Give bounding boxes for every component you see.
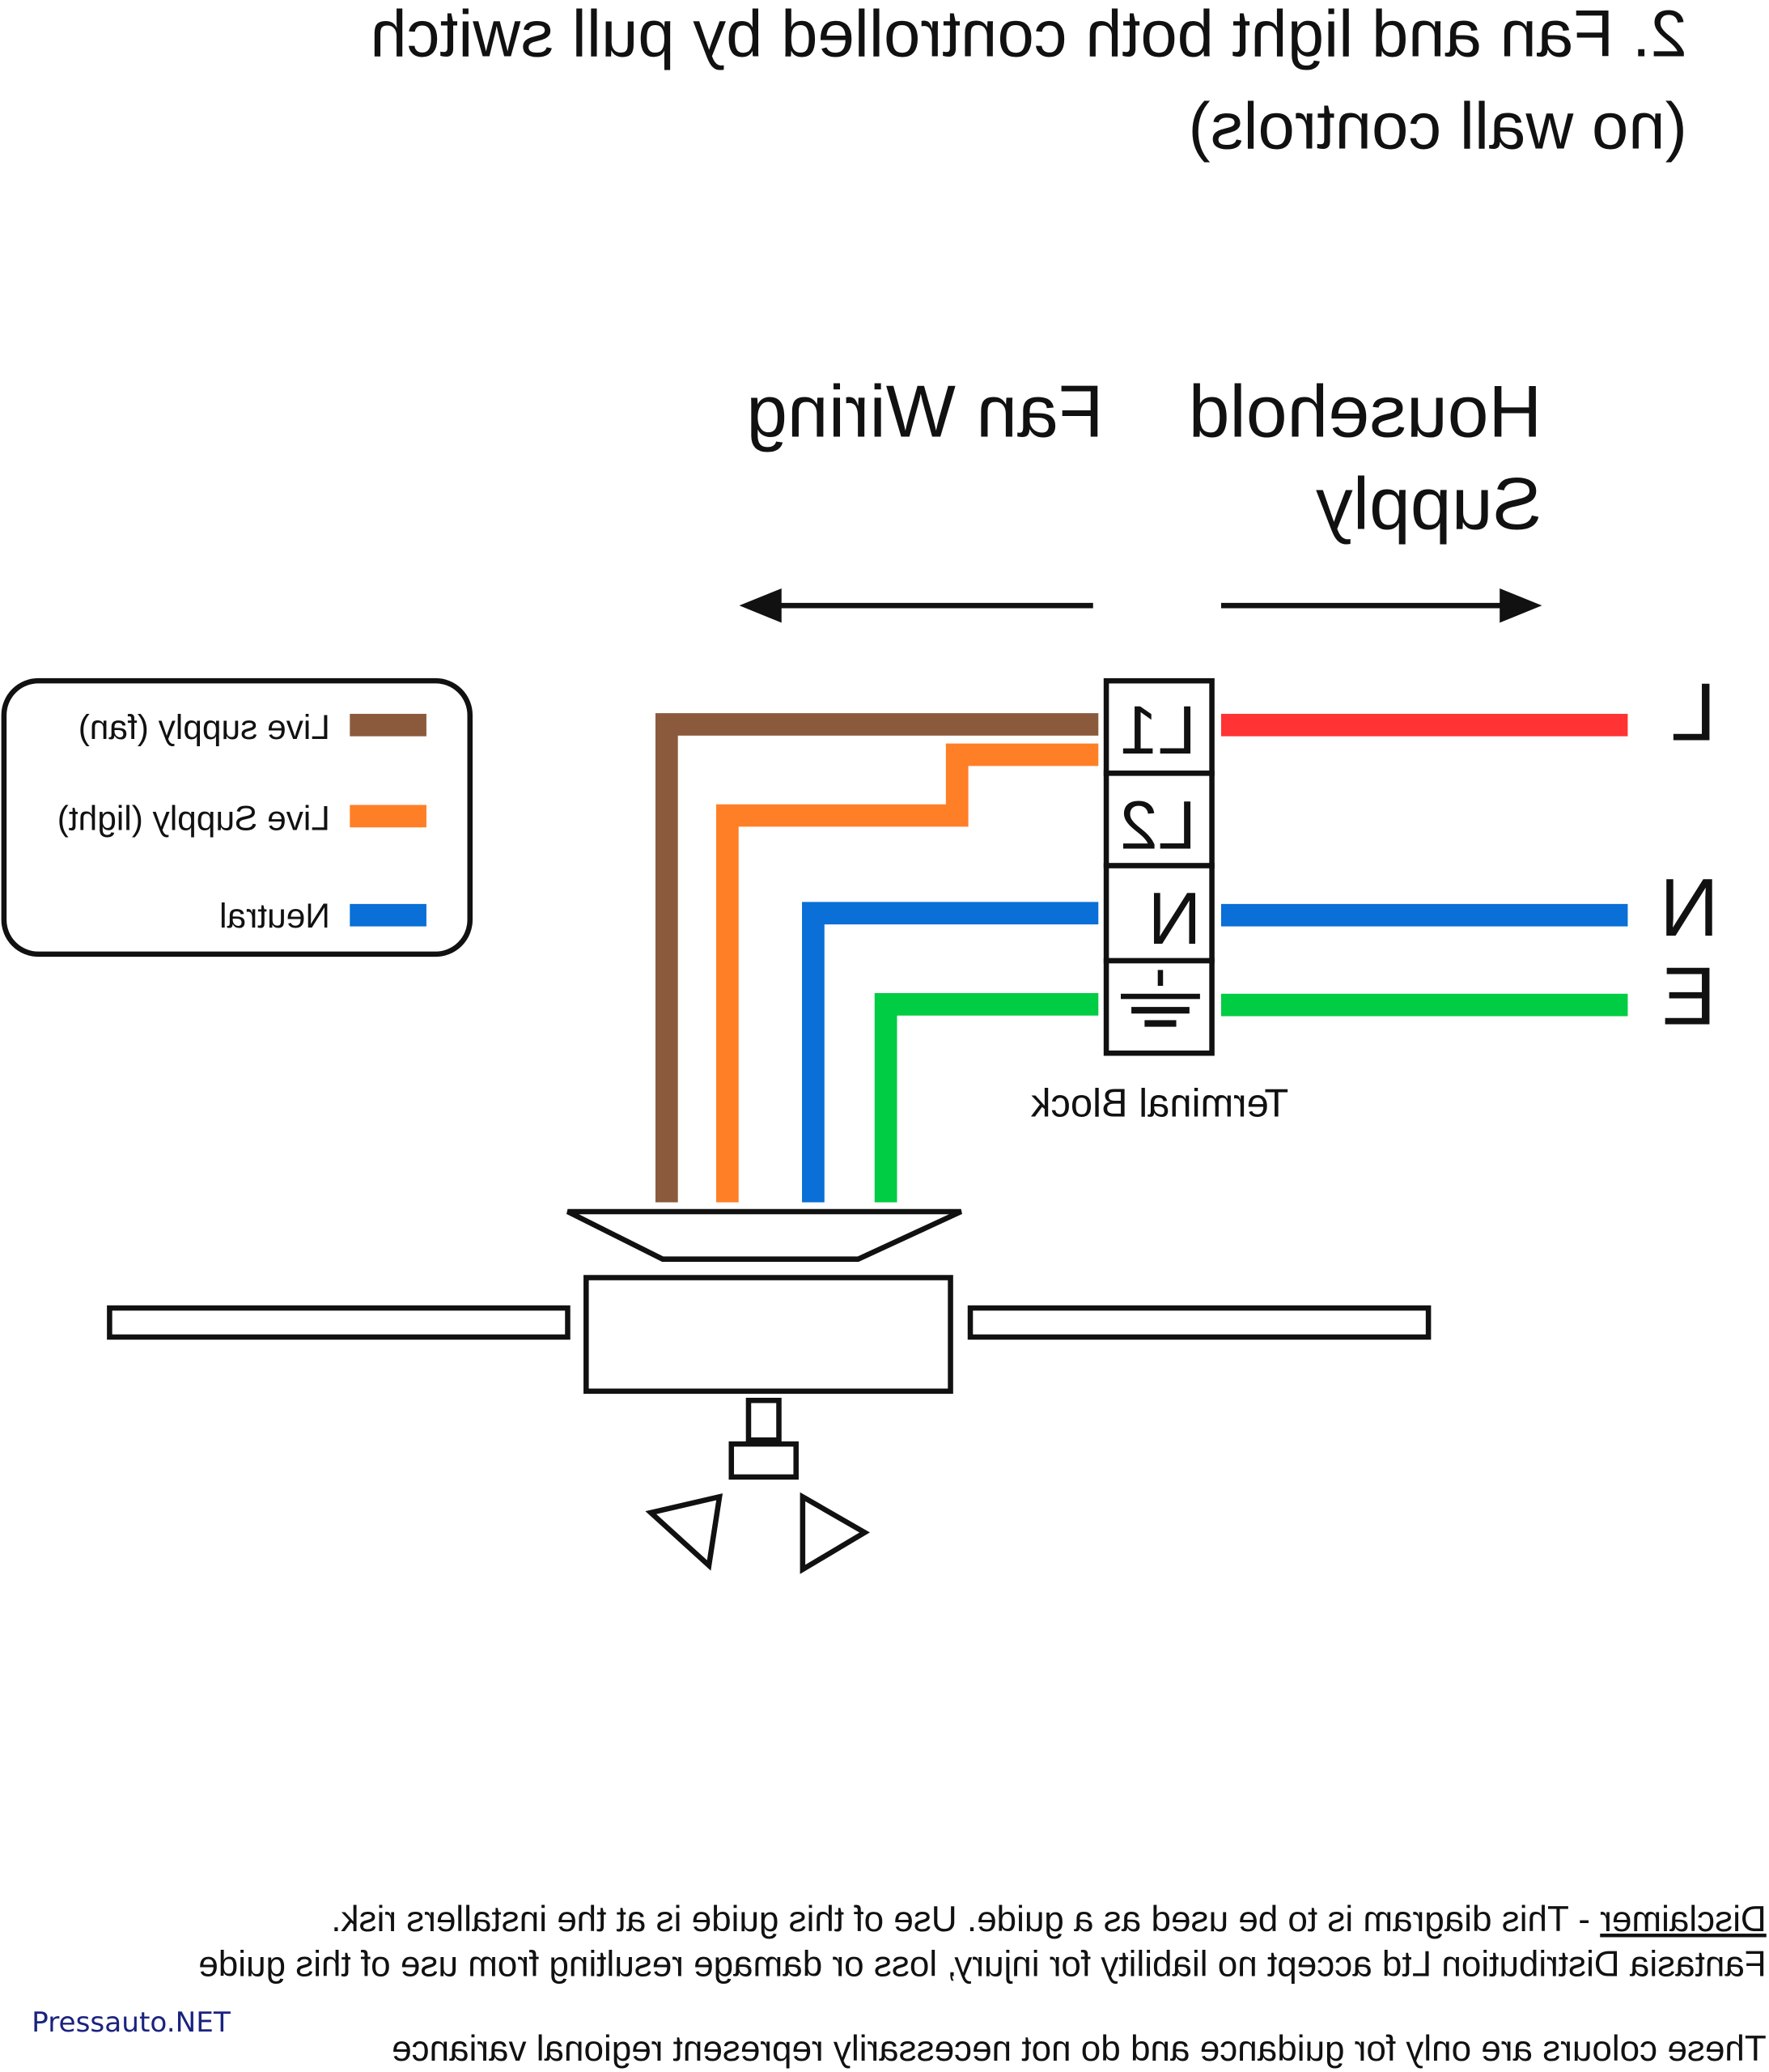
- terminal-l2: L2: [1120, 786, 1196, 863]
- disclaimer-line-2: Fantasia Distribution Ltd accept no liab…: [198, 1945, 1767, 1985]
- title-line-1: 2. Fan and light both controlled by pull…: [370, 0, 1686, 71]
- fan-light-right: [800, 1492, 870, 1574]
- legend-label-live-light: Live Supply (light): [57, 800, 330, 838]
- terminal-block-label: Terminal Block: [1030, 1082, 1288, 1126]
- terminal-block: L1 L2 N: [1103, 677, 1215, 1056]
- legend-swatch-live-light: [350, 805, 426, 828]
- supply-label-neutral: N: [1660, 862, 1719, 953]
- wire-live-light: [716, 743, 1099, 1203]
- fan-blade-left: [107, 1305, 571, 1340]
- supply-label-earth: E: [1661, 950, 1716, 1042]
- fan-wiring-heading: Fan Wiring: [746, 370, 1104, 452]
- fan-motor-housing: [583, 1275, 953, 1395]
- wire-supply-neutral: [1220, 903, 1628, 927]
- fan-blade-right: [967, 1305, 1432, 1340]
- arrow-left-icon: [739, 588, 1093, 623]
- legend-label-neutral: Neutral: [219, 897, 330, 935]
- wire-earth-fan: [874, 992, 1099, 1203]
- arrow-right-icon: [1220, 588, 1542, 623]
- wire-neutral-fan: [802, 902, 1099, 1203]
- earth-icon: [1121, 970, 1200, 1027]
- supply-label-live: L: [1670, 667, 1716, 758]
- legend: Live supply (fan) Live Supply (light) Ne…: [1, 677, 473, 957]
- household-heading: Household: [1189, 370, 1542, 452]
- disclaimer-line-1: Disclaimer - This diagram is to be used …: [331, 1900, 1766, 1939]
- wire-supply-earth: [1220, 993, 1628, 1017]
- legend-label-live-fan: Live supply (fan): [78, 708, 330, 746]
- legend-swatch-neutral: [350, 903, 426, 927]
- title-line-2: (no wall controls): [1189, 90, 1687, 163]
- fan-light-fitting: [728, 1441, 799, 1480]
- watermark: Pressauto.NET: [32, 2006, 231, 2039]
- disclaimer-line-3: These colours are only for guidance and …: [392, 2029, 1767, 2069]
- disclaimer-heading: Disclaimer: [1600, 1900, 1767, 1939]
- disclaimer-line-1-text: - This diagram is to be used as a guide.…: [331, 1900, 1600, 1939]
- fan-light-left: [645, 1493, 723, 1571]
- terminal-l1: L1: [1120, 691, 1196, 768]
- wire-live-fan: [655, 713, 1099, 1203]
- fan-stem: [745, 1397, 782, 1443]
- supply-heading: Supply: [1316, 463, 1542, 546]
- ceiling-fan: [107, 1208, 1432, 1574]
- legend-swatch-live-fan: [350, 713, 426, 737]
- wire-supply-live: [1220, 713, 1628, 737]
- terminal-n: N: [1148, 877, 1202, 960]
- fan-canopy: [566, 1208, 962, 1262]
